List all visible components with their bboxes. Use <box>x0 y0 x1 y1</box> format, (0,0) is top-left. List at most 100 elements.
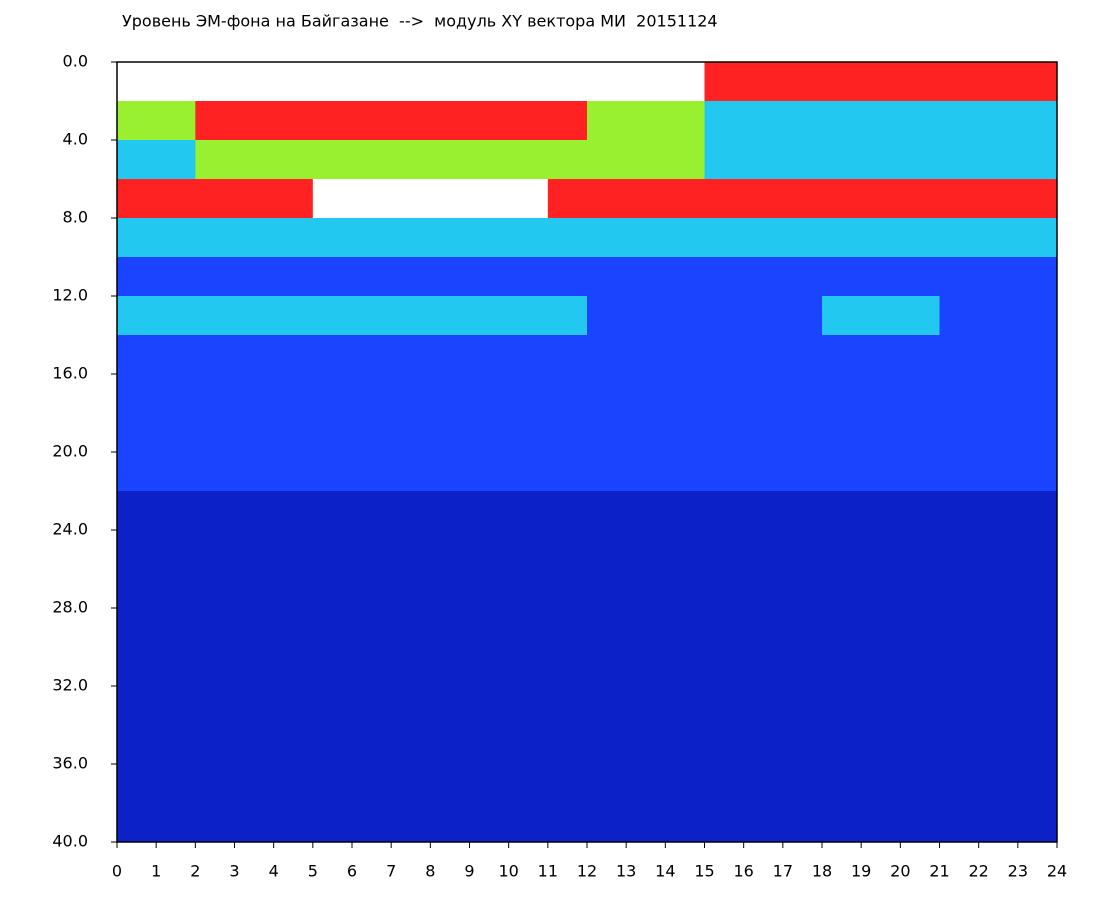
heat-cell <box>117 452 157 492</box>
heat-cell <box>900 62 940 102</box>
heat-cell <box>391 335 431 375</box>
heat-cell <box>547 725 588 765</box>
heat-cell <box>743 491 784 531</box>
heat-cell <box>430 803 470 843</box>
heat-cell <box>547 530 588 570</box>
heat-cell <box>234 179 275 219</box>
heat-cell <box>391 101 431 141</box>
heat-cell <box>469 257 510 297</box>
heat-cell <box>900 140 940 180</box>
heat-cell <box>312 647 353 687</box>
heat-cell <box>704 296 745 336</box>
heat-cell <box>822 803 862 843</box>
heat-cell <box>195 530 235 570</box>
heat-cell <box>430 569 470 609</box>
heat-cell <box>782 335 823 375</box>
heat-cell <box>117 569 157 609</box>
x-tick-label: 9 <box>464 862 474 881</box>
heat-cell <box>782 101 823 141</box>
x-tick-label: 19 <box>851 862 871 881</box>
heat-cell <box>861 647 901 687</box>
heat-cell <box>587 374 627 414</box>
heat-cell <box>782 62 823 102</box>
heat-cell <box>234 608 275 648</box>
y-tick-label: 16.0 <box>52 364 88 383</box>
heat-cell <box>430 101 470 141</box>
heat-cell <box>352 764 392 804</box>
heat-cell <box>117 257 157 297</box>
heat-cell <box>900 764 940 804</box>
heat-cell <box>861 803 901 843</box>
heat-cell <box>939 725 980 765</box>
heat-cell <box>939 374 980 414</box>
heat-cell <box>195 803 235 843</box>
heat-cell <box>469 374 510 414</box>
heat-cell <box>822 257 862 297</box>
heat-cell <box>195 608 235 648</box>
heat-cell <box>508 764 549 804</box>
heat-cell <box>822 491 862 531</box>
heat-cell <box>273 725 314 765</box>
heat-cell <box>234 686 275 726</box>
heat-cell <box>508 218 549 258</box>
heat-cell <box>587 491 627 531</box>
heat-cell <box>156 374 196 414</box>
heat-cell <box>547 608 588 648</box>
heat-cell <box>234 140 275 180</box>
heat-cell <box>195 296 235 336</box>
heat-cell <box>861 452 901 492</box>
heat-cell <box>430 647 470 687</box>
heat-cell <box>939 140 980 180</box>
heat-cell <box>117 647 157 687</box>
heat-cell <box>430 608 470 648</box>
heat-cell <box>978 452 1019 492</box>
heat-cell <box>822 452 862 492</box>
heat-cell <box>743 530 784 570</box>
heat-cell <box>391 686 431 726</box>
heat-cell <box>352 452 392 492</box>
heat-cell <box>273 491 314 531</box>
heat-cell <box>508 608 549 648</box>
heat-cell <box>117 686 157 726</box>
heat-cell <box>508 296 549 336</box>
heat-cell <box>352 530 392 570</box>
heat-cell <box>900 218 940 258</box>
heat-cell <box>861 335 901 375</box>
heat-cell <box>430 764 470 804</box>
heat-cell <box>195 257 235 297</box>
heat-cell <box>195 413 235 453</box>
heat-cell <box>782 140 823 180</box>
heat-cell <box>626 179 666 219</box>
heat-cell <box>156 608 196 648</box>
heat-cell <box>195 101 235 141</box>
heat-cell <box>156 647 196 687</box>
heat-cell <box>469 764 510 804</box>
heat-cell <box>822 725 862 765</box>
heat-cell <box>782 257 823 297</box>
heat-cell <box>626 413 666 453</box>
heat-cell <box>508 491 549 531</box>
heat-cell <box>234 803 275 843</box>
heat-cell <box>391 374 431 414</box>
heat-cell <box>273 686 314 726</box>
heat-cell <box>273 608 314 648</box>
heat-cell <box>508 374 549 414</box>
heat-cell <box>312 452 353 492</box>
heat-cell <box>861 296 901 336</box>
heat-cell <box>782 647 823 687</box>
heat-cell <box>273 530 314 570</box>
heat-cell <box>391 452 431 492</box>
y-tick-label: 36.0 <box>52 754 88 773</box>
heat-cell <box>195 764 235 804</box>
heat-cell <box>547 257 588 297</box>
heat-cell <box>665 452 705 492</box>
heat-cell <box>156 491 196 531</box>
heat-cell <box>508 686 549 726</box>
heat-cell <box>900 296 940 336</box>
x-tick-label: 18 <box>812 862 832 881</box>
heat-cell <box>665 803 705 843</box>
x-tick-label: 22 <box>968 862 988 881</box>
heat-cell <box>782 530 823 570</box>
heat-cell <box>587 296 627 336</box>
heat-cell <box>900 374 940 414</box>
